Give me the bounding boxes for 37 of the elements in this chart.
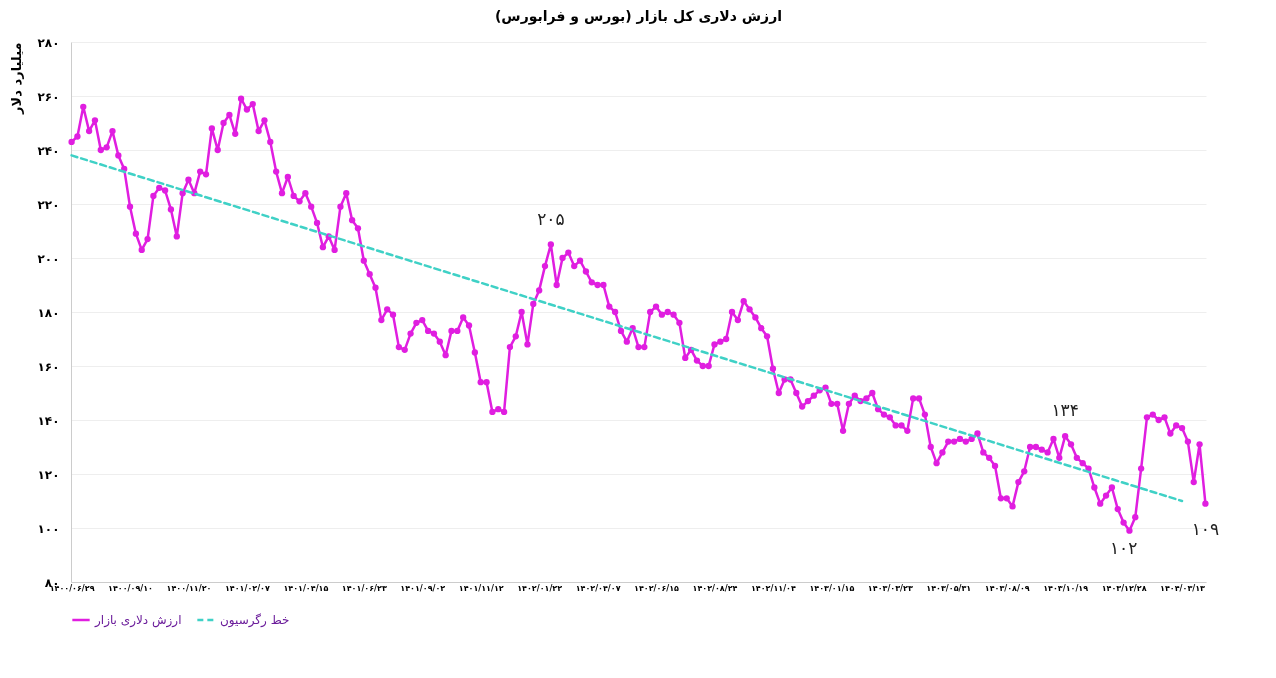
y-tick-label: ۲۰۰ xyxy=(37,251,60,266)
data-label: ۲۰۵ xyxy=(537,208,565,229)
x-tick-label: ۱۴۰۳/۰۵/۳۱ xyxy=(926,583,972,593)
x-tick-label: ۱۴۰۰/۰۹/۱۰ xyxy=(108,583,153,593)
legend-label: خط رگرسیون xyxy=(220,613,290,628)
x-tick-label: ۱۴۰۳/۰۸/۰۹ xyxy=(984,583,1030,593)
x-tick-label: ۱۴۰۴/۰۳/۱۳ xyxy=(1160,583,1206,593)
x-tick-label: ۱۴۰۱/۱۱/۱۲ xyxy=(458,583,504,593)
x-tick-label: ۱۴۰۱/۰۹/۰۲ xyxy=(400,583,446,593)
y-tick-label: ۲۴۰ xyxy=(37,143,60,158)
y-tick-label: ۱۴۰ xyxy=(37,413,60,428)
x-tick-label: ۱۴۰۳/۰۱/۱۵ xyxy=(809,583,855,593)
y-axis-title: میلیارد دلار xyxy=(8,42,24,115)
data-label: ۱۳۴ xyxy=(1051,400,1079,421)
x-tick-label: ۱۴۰۲/۰۱/۲۲ xyxy=(517,583,563,593)
x-tick-label: ۱۴۰۱/۰۲/۰۷ xyxy=(224,583,270,593)
x-tick-label: ۱۴۰۳/۱۰/۱۹ xyxy=(1043,583,1089,593)
y-tick-label: ۱۶۰ xyxy=(37,359,60,374)
x-tick-label: ۱۴۰۲/۰۴/۰۷ xyxy=(575,583,621,593)
chart-title: ارزش دلاری کل بازار (بورس و فرابورس) xyxy=(494,8,783,25)
data-label: ۱۰۹ xyxy=(1191,518,1220,539)
y-tick-label: ۲۶۰ xyxy=(37,89,60,104)
x-tick-label: ۱۴۰۳/۱۲/۲۸ xyxy=(1101,583,1147,593)
x-tick-label: ۱۴۰۲/۰۶/۱۵ xyxy=(634,583,680,593)
y-tick-label: ۲۸۰ xyxy=(37,35,60,50)
y-tick-label: ۱۰۰ xyxy=(37,521,60,536)
x-tick-label: ۱۴۰۲/۱۱/۰۴ xyxy=(750,583,796,593)
y-tick-label: ۲۲۰ xyxy=(37,197,60,212)
x-tick-label: ۱۴۰۱/۰۶/۲۳ xyxy=(341,583,387,593)
data-label: ۱۰۲ xyxy=(1109,537,1138,558)
x-tick-label: ۱۴۰۰/۱۱/۲۰ xyxy=(166,583,212,593)
y-tick-label: ۱۲۰ xyxy=(37,467,60,482)
y-tick-label: ۱۸۰ xyxy=(37,305,60,320)
legend-label: ارزش دلاری بازار xyxy=(94,613,182,628)
x-tick-label: ۱۴۰۳/۰۳/۲۳ xyxy=(867,583,913,593)
x-tick-label: ۱۴۰۲/۰۸/۲۴ xyxy=(692,583,738,593)
x-tick-label: ۱۴۰۱/۰۴/۱۵ xyxy=(283,583,329,593)
